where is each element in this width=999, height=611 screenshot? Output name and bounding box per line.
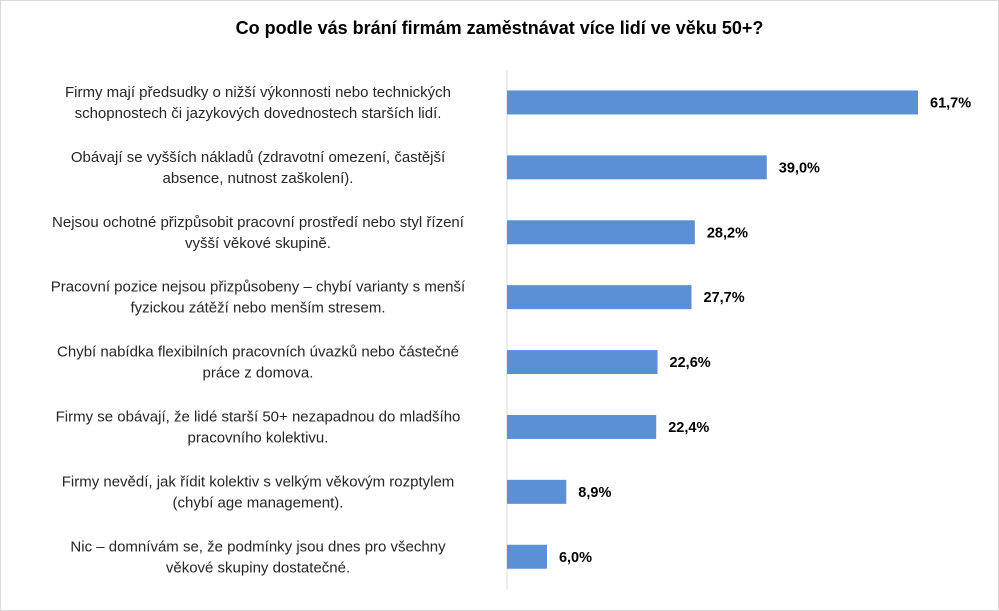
value-label-4: 27,7% — [704, 290, 745, 306]
value-label-5: 22,6% — [670, 355, 711, 371]
bar-5 — [507, 350, 658, 375]
bar-1 — [507, 90, 918, 115]
category-label-4: Pracovní pozice nejsou přizpůsobeny – ch… — [51, 279, 466, 317]
category-label-7: Firmy nevědí, jak řídit kolektiv s velký… — [62, 473, 455, 511]
bar-8 — [507, 544, 547, 569]
chart-title: Co podle vás brání firmám zaměstnávat ví… — [235, 18, 764, 38]
bar-6 — [507, 414, 657, 439]
bar-2 — [507, 155, 767, 180]
category-label-6: Firmy se obávají, že lidé starší 50+ nez… — [56, 408, 461, 446]
bar-7 — [507, 479, 567, 504]
value-label-7: 8,9% — [578, 485, 611, 501]
value-label-6: 22,4% — [668, 420, 709, 436]
value-label-8: 6,0% — [559, 550, 592, 566]
category-label-8: Nic – domnívám se, že podmínky jsou dnes… — [70, 538, 446, 576]
category-label-1: Firmy mají předsudky o nižší výkonnosti … — [65, 84, 451, 122]
value-label-3: 28,2% — [707, 225, 748, 241]
category-label-2: Obávají se vyšších nákladů (zdravotní om… — [71, 149, 446, 187]
bar-4 — [507, 285, 692, 310]
value-label-1: 61,7% — [930, 95, 971, 111]
category-label-3: Nejsou ochotné přizpůsobit pracovní pros… — [52, 214, 465, 252]
value-label-2: 39,0% — [779, 160, 820, 176]
category-label-5: Chybí nabídka flexibilních pracovních úv… — [57, 344, 459, 382]
bar-3 — [507, 220, 695, 245]
